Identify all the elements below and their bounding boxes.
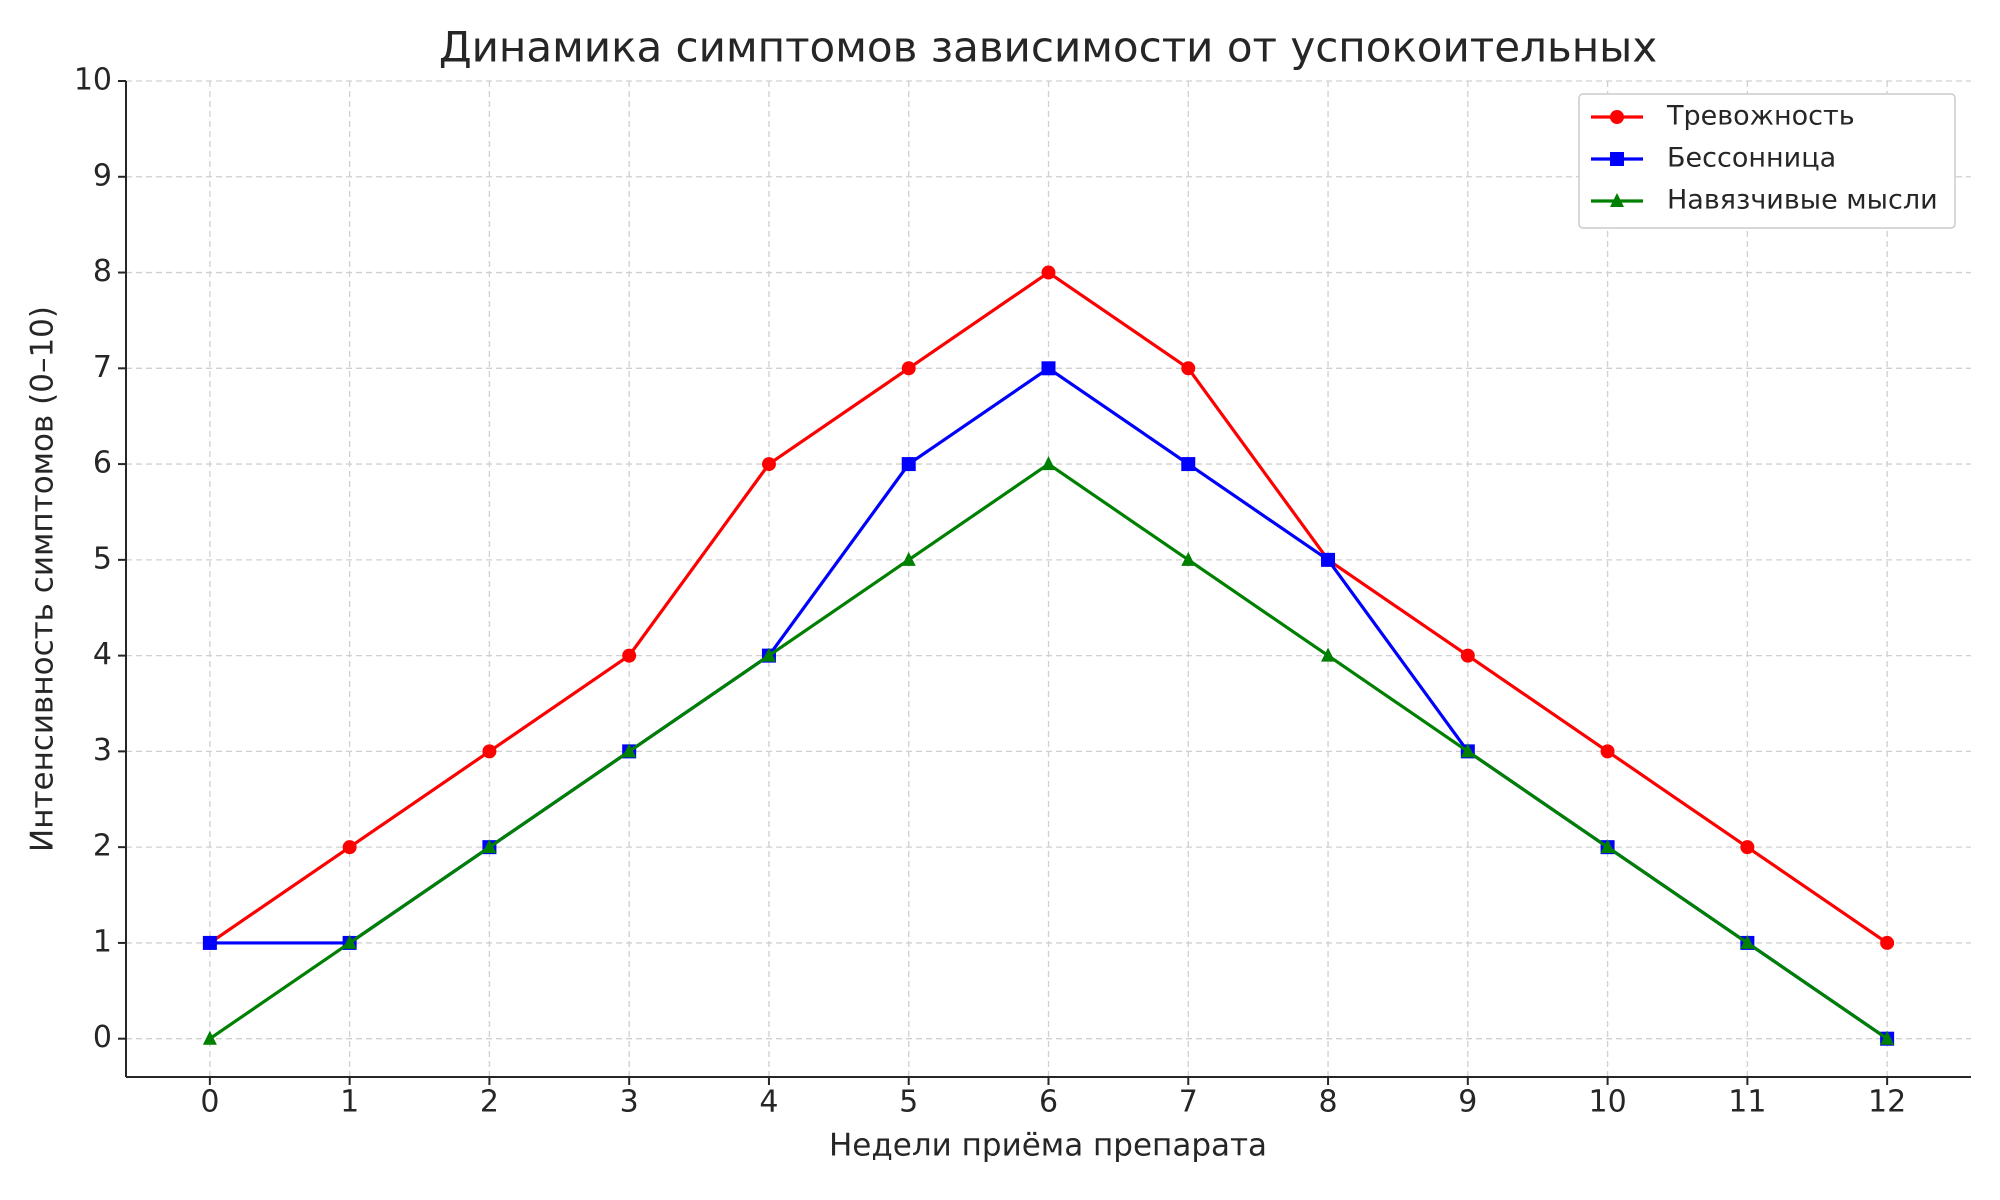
marker bbox=[1181, 551, 1196, 566]
marker bbox=[1181, 457, 1196, 472]
chart-title: Динамика симптомов зависимости от успоко… bbox=[439, 23, 1657, 72]
x-tick-label: 5 bbox=[899, 1085, 918, 1120]
marker bbox=[1610, 193, 1624, 207]
marker bbox=[342, 934, 357, 949]
marker bbox=[1600, 744, 1615, 759]
marker bbox=[1880, 1030, 1895, 1045]
legend-label: Навязчивые мысли bbox=[1667, 185, 1938, 216]
legend-label: Тревожность bbox=[1666, 101, 1855, 132]
x-tick-label: 7 bbox=[1179, 1085, 1198, 1120]
marker bbox=[202, 935, 217, 950]
marker bbox=[482, 839, 497, 854]
y-tick-label: 9 bbox=[93, 158, 112, 193]
y-tick-label: 6 bbox=[93, 446, 112, 481]
y-tick-label: 10 bbox=[74, 63, 112, 98]
marker bbox=[1321, 552, 1336, 567]
y-tick-label: 4 bbox=[93, 637, 112, 672]
x-tick-label: 1 bbox=[340, 1085, 359, 1120]
marker bbox=[1610, 110, 1624, 124]
marker bbox=[761, 647, 776, 662]
marker bbox=[1610, 152, 1624, 166]
x-tick-label: 0 bbox=[200, 1085, 219, 1120]
y-tick-label: 5 bbox=[93, 541, 112, 576]
x-tick-label: 11 bbox=[1728, 1085, 1766, 1120]
marker bbox=[901, 551, 916, 566]
y-tick-label: 0 bbox=[93, 1020, 112, 1055]
marker bbox=[1181, 361, 1196, 376]
marker bbox=[1460, 648, 1475, 663]
marker bbox=[1880, 935, 1895, 950]
marker bbox=[1740, 934, 1755, 949]
x-tick-label: 3 bbox=[620, 1085, 639, 1120]
x-tick-label: 4 bbox=[759, 1085, 778, 1120]
x-tick-label: 12 bbox=[1868, 1085, 1906, 1120]
marker bbox=[482, 744, 497, 759]
marker bbox=[1041, 265, 1056, 280]
x-tick-label: 9 bbox=[1458, 1085, 1477, 1120]
y-tick-label: 8 bbox=[93, 254, 112, 289]
marker bbox=[342, 840, 357, 855]
marker bbox=[761, 457, 776, 472]
y-axis-label: Интенсивность симптомов (0–10) bbox=[25, 306, 61, 852]
x-tick-label: 6 bbox=[1039, 1085, 1058, 1120]
marker bbox=[901, 361, 916, 376]
marker bbox=[1740, 840, 1755, 855]
x-tick-label: 8 bbox=[1318, 1085, 1337, 1120]
marker bbox=[622, 648, 637, 663]
x-tick-label: 2 bbox=[480, 1085, 499, 1120]
y-tick-label: 7 bbox=[93, 350, 112, 385]
y-tick-label: 2 bbox=[93, 829, 112, 864]
marker bbox=[1600, 839, 1615, 854]
marker bbox=[1041, 361, 1056, 376]
marker bbox=[1321, 647, 1336, 662]
x-axis-label: Недели приёма препарата bbox=[829, 1128, 1267, 1164]
y-tick-label: 1 bbox=[93, 924, 112, 959]
x-tick-label: 10 bbox=[1588, 1085, 1626, 1120]
marker bbox=[202, 1030, 217, 1045]
y-tick-label: 3 bbox=[93, 733, 112, 768]
marker bbox=[622, 743, 637, 758]
marker bbox=[1460, 743, 1475, 758]
marker bbox=[901, 457, 916, 472]
legend-label: Бессонница bbox=[1667, 143, 1836, 174]
legend-box bbox=[1578, 93, 1956, 229]
marker bbox=[1041, 456, 1056, 471]
